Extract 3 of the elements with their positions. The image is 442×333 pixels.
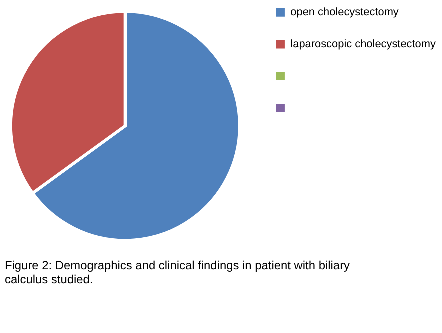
legend-label: open cholecystectomy	[290, 6, 400, 19]
legend-label: laparoscopic cholecystectomy	[290, 38, 437, 50]
caption: Figure 2: Demographics and clinical findings in patient with biliary calculus studied.	[4, 258, 350, 286]
